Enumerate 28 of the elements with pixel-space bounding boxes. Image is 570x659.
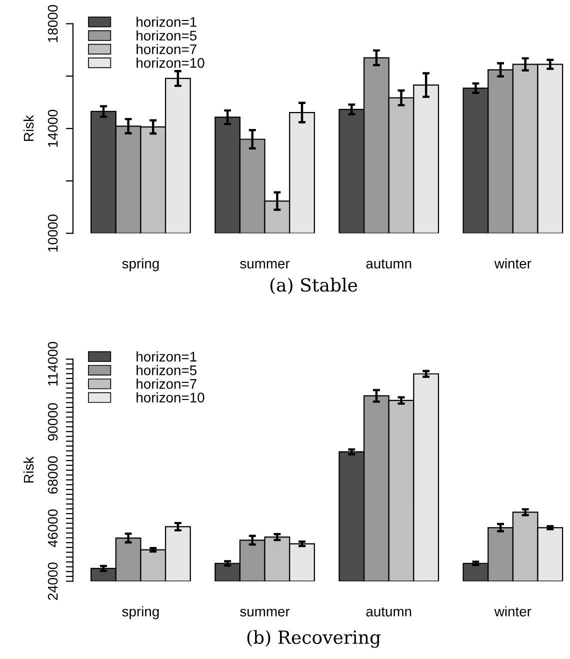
legend-label: horizon=5 xyxy=(136,30,196,41)
y-tick-label: 46000 xyxy=(48,509,58,548)
y-tick-label: 18000 xyxy=(48,4,58,42)
y-axis-title: Risk xyxy=(23,114,34,141)
legend-label: horizon=5 xyxy=(136,365,196,376)
text: (a) Stable xyxy=(270,278,358,294)
x-tick-label: winter xyxy=(494,258,532,268)
legend-label: horizon=7 xyxy=(136,44,196,54)
x-tick-label: summer xyxy=(240,608,290,616)
x-tick-label: autumn xyxy=(366,607,412,616)
legend-label: horizon=10 xyxy=(136,58,204,68)
y-axis-title: Risk xyxy=(23,456,34,483)
x-tick-label: spring xyxy=(122,606,159,620)
y-tick-label: 14000 xyxy=(48,110,58,147)
legend-label: horizon=7 xyxy=(136,378,196,389)
legend-label: horizon=1 xyxy=(136,351,196,362)
legend-label: horizon=1 xyxy=(136,16,196,27)
y-tick-label: 114000 xyxy=(48,342,58,386)
x-tick-label: winter xyxy=(494,606,532,616)
y-tick-label: 90000 xyxy=(48,403,58,441)
legend-label: horizon=10 xyxy=(136,392,204,403)
y-tick-label: 24000 xyxy=(48,562,58,600)
y-tick-label: 68000 xyxy=(48,456,58,494)
x-tick-label: autumn xyxy=(366,259,412,268)
x-tick-label: summer xyxy=(240,260,290,268)
y-tick-label: 10000 xyxy=(48,214,58,252)
x-tick-label: spring xyxy=(122,258,159,272)
text: (b) Recovering xyxy=(247,630,381,648)
